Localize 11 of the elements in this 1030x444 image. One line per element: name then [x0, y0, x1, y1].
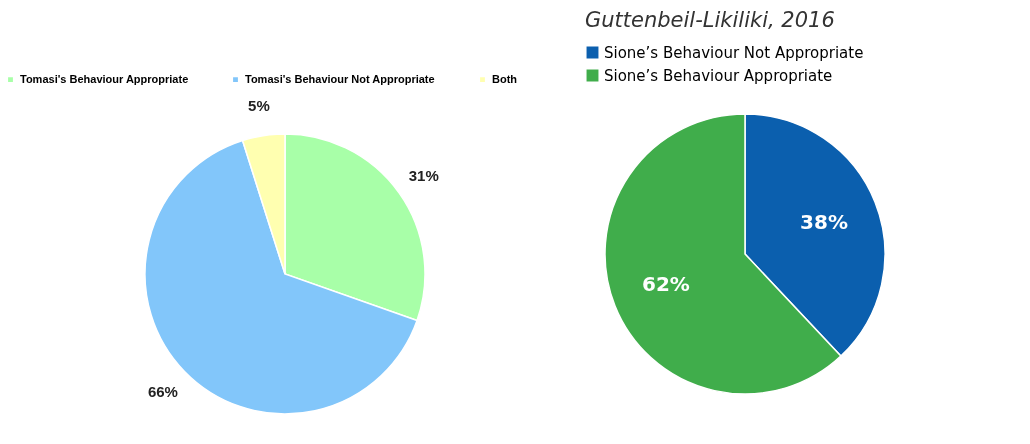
data-label: 5%	[248, 97, 270, 115]
legend-label: Sione’s Behaviour Not Appropriate	[604, 43, 864, 62]
data-label: 31%	[408, 166, 439, 184]
legend-label: Both	[492, 72, 518, 85]
data-label: 66%	[147, 383, 178, 401]
legend-label: Tomasi's Behaviour Not Appropriate	[245, 72, 435, 85]
chart-title: Guttenbeil-Likiliki, 2016	[585, 8, 835, 32]
data-label: 38%	[800, 209, 848, 234]
data-label: 62%	[642, 272, 690, 297]
legend-label: Sione’s Behaviour Appropriate	[604, 66, 833, 85]
legend-label: Tomasi's Behaviour Appropriate	[20, 72, 189, 85]
